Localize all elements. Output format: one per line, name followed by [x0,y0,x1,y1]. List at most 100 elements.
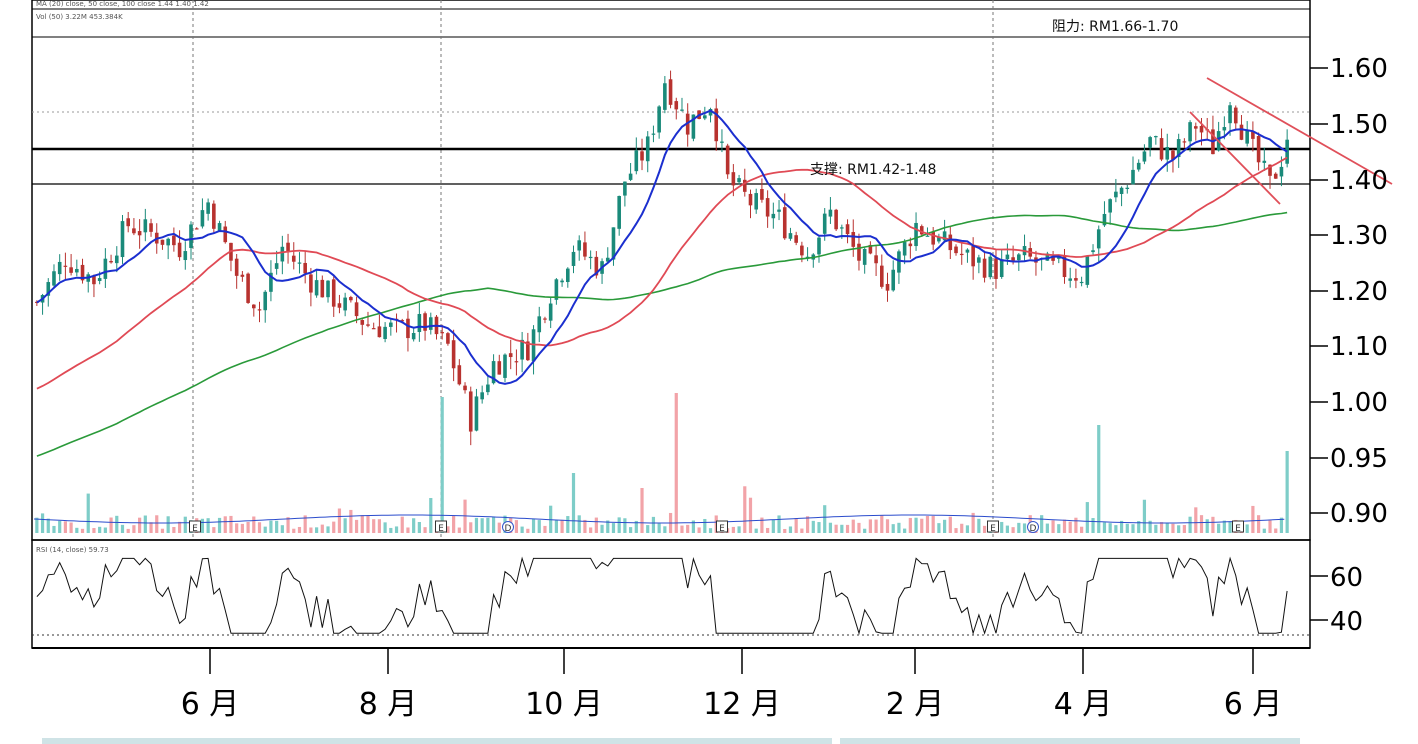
volume-bar [737,526,741,533]
volume-bar [40,513,45,533]
vol-legend: Vol (50) 3.22M 453.384K [36,13,123,21]
volume-bar [240,523,244,533]
ma-mid-line [36,156,1288,390]
candle-body [109,260,113,263]
candle-body [257,309,262,311]
volume-bar [400,516,404,533]
candle-body [897,251,901,273]
candle-body [668,79,673,105]
volume-bar [514,520,519,533]
candle-body [497,361,502,375]
candle-body [760,189,764,200]
candle-body [994,258,998,279]
volume-bar [1285,451,1289,533]
volume-bar [183,516,187,533]
y-tick-label: 0.95 [1330,444,1388,474]
candle-body [1051,257,1055,261]
volume-bar [132,525,136,533]
candle-body [1017,254,1021,261]
volume-bar [212,527,216,533]
volume-bar [217,517,222,533]
volume-bar [223,516,227,533]
candle-body [1171,150,1175,160]
candle-body [309,274,313,293]
volume-bar [623,518,627,533]
volume-bar [1148,520,1152,533]
candle-body [560,280,564,283]
volume-bar [1045,523,1049,533]
volume-bar [332,521,336,533]
volume-bar [1228,521,1232,533]
support-annotation: 支撑: RM1.42-1.48 [810,162,936,178]
candle-body [543,318,547,320]
volume-bar [69,522,73,533]
volume-bar [452,516,456,533]
candle-body [663,83,667,110]
event-marker-label: E [1235,524,1241,534]
volume-bar [1062,519,1067,533]
volume-bar [303,515,307,533]
candle-body [537,316,542,333]
volume-bar [868,519,872,533]
volume-bar [1137,521,1141,533]
candle-body [75,268,79,273]
volume-bar [315,527,319,533]
event-marker-box [987,520,999,533]
volume-bar [634,520,638,533]
candle-body [834,209,838,230]
candle-body [1285,139,1289,164]
volume-bar [937,523,941,533]
candle-body [80,264,85,281]
candle-body [623,181,627,196]
volume-bar [840,524,844,533]
volume-bar [948,516,952,533]
volume-bar [343,518,347,533]
volume-bar [777,515,781,533]
candle-body [788,233,793,239]
candle-body [423,313,427,331]
x-tick-label: 12 月 [703,687,781,722]
candle-body [149,223,153,232]
candle-body [1091,250,1095,253]
candle-body [548,303,553,321]
volume-bar [1154,524,1158,533]
x-tick-label: 6 月 [1224,687,1283,722]
x-axis: 6 月 8 月 10 月 12 月 2 月 4 月 6 月 [181,648,1283,722]
candle-body [1125,187,1130,189]
candle-body [217,223,222,232]
y-tick-label: 1.50 [1330,110,1388,140]
candle-body [1062,256,1067,278]
x-tick-label: 10 月 [525,687,603,722]
volume-bar [1245,524,1249,533]
volume-bar [880,515,884,533]
volume-bar [1051,520,1055,533]
candle-body [720,141,724,143]
candle-body [634,150,639,172]
volume-bar [771,519,775,533]
candle-body [189,224,193,248]
candle-body [566,268,570,283]
candle-body [680,109,684,111]
candle-body [183,251,188,261]
candle-body [383,326,387,339]
volume-bar [640,488,644,533]
candle-body [919,226,924,235]
candle-body [554,279,559,300]
volume-bar [115,515,119,533]
volume-bar [1097,425,1101,533]
volume-bar [674,393,678,533]
candle-body [925,235,930,237]
volume-bar [229,515,233,533]
volume-bar [469,522,473,533]
candle-body [451,340,456,369]
event-marker-box [1232,520,1244,533]
candle-body [440,332,444,334]
volume-bar [252,516,256,533]
volume-bar [1217,523,1221,533]
y-tick-label: 1.10 [1330,332,1388,362]
candle-body [703,115,707,119]
y-tick-label: 1.20 [1330,277,1388,307]
volume-bar [326,526,330,533]
candle-body [143,219,148,233]
event-marker-box [435,520,447,533]
